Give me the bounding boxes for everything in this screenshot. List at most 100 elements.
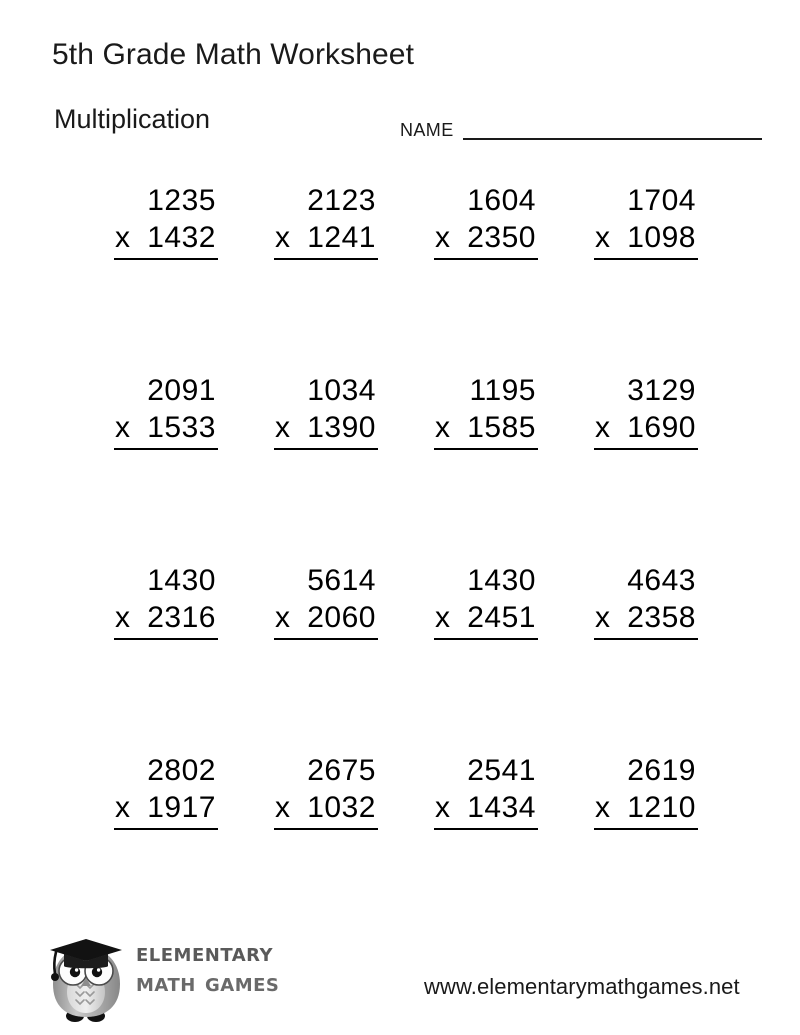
operand-top: 2123 xyxy=(307,184,376,217)
operand-top: 2091 xyxy=(147,374,216,407)
problem-cell: 1034 x 1390 xyxy=(246,372,406,562)
multiplication-operator: x xyxy=(435,791,451,824)
problem-cell: 1430 x 2451 xyxy=(406,562,566,752)
multiplication-operator: x xyxy=(435,221,451,254)
multiplication-problem[interactable]: 1604 x 2350 xyxy=(434,182,538,260)
brand-logo-line-1: Elementary xyxy=(136,938,274,967)
operand-bottom-line: x 2451 xyxy=(434,599,538,636)
operand-bottom: 1390 xyxy=(307,411,376,444)
multiplication-problem[interactable]: 2619 x 1210 xyxy=(594,752,698,830)
operand-bottom: 1032 xyxy=(307,791,376,824)
problem-cell: 5614 x 2060 xyxy=(246,562,406,752)
multiplication-operator: x xyxy=(435,411,451,444)
multiplication-problem[interactable]: 2675 x 1032 xyxy=(274,752,378,830)
operand-bottom-line: x 1585 xyxy=(434,409,538,446)
multiplication-problem[interactable]: 1430 x 2316 xyxy=(114,562,218,640)
multiplication-problem[interactable]: 1235 x 1432 xyxy=(114,182,218,260)
multiplication-problem[interactable]: 2123 x 1241 xyxy=(274,182,378,260)
name-label: NAME xyxy=(400,120,454,140)
name-write-in-line[interactable] xyxy=(462,138,762,140)
multiplication-operator: x xyxy=(115,411,131,444)
problem-cell: 2091 x 1533 xyxy=(86,372,246,562)
operand-top: 3129 xyxy=(627,374,696,407)
name-field-row: NAME xyxy=(400,112,762,142)
multiplication-problem[interactable]: 1430 x 2451 xyxy=(434,562,538,640)
operand-bottom-line: x 1032 xyxy=(274,789,378,826)
operand-bottom-line: x 1434 xyxy=(434,789,538,826)
footer-url[interactable]: www.elementarymathgames.net xyxy=(424,974,740,999)
problems-grid: 1235 x 1432 2123 x 1241 1604 x 2350 1704 x 1098 2091… xyxy=(86,182,726,942)
operand-bottom: 1098 xyxy=(627,221,696,254)
multiplication-problem[interactable]: 1195 x 1585 xyxy=(434,372,538,450)
owl-graduate-icon xyxy=(48,928,134,1024)
operand-bottom: 1533 xyxy=(147,411,216,444)
operand-bottom-line: x 1210 xyxy=(594,789,698,826)
operand-top: 5614 xyxy=(307,564,376,597)
problem-cell: 4643 x 2358 xyxy=(566,562,726,752)
multiplication-operator: x xyxy=(275,791,291,824)
operand-bottom-line: x 2358 xyxy=(594,599,698,636)
operand-bottom-line: x 1917 xyxy=(114,789,218,826)
brand-logo-text: Elementary Math Games xyxy=(136,940,316,995)
problem-row: 2091 x 1533 1034 x 1390 1195 x 1585 3129 x 1690 xyxy=(86,372,726,562)
operand-bottom: 2060 xyxy=(307,601,376,634)
problem-cell: 1235 x 1432 xyxy=(86,182,246,372)
operand-bottom: 1210 xyxy=(627,791,696,824)
multiplication-problem[interactable]: 5614 x 2060 xyxy=(274,562,378,640)
problem-row: 2802 x 1917 2675 x 1032 2541 x 1434 2619 x 1210 xyxy=(86,752,726,942)
operand-bottom-line: x 2316 xyxy=(114,599,218,636)
multiplication-operator: x xyxy=(435,601,451,634)
multiplication-problem[interactable]: 2091 x 1533 xyxy=(114,372,218,450)
operand-bottom-line: x 1432 xyxy=(114,219,218,256)
problem-cell: 2675 x 1032 xyxy=(246,752,406,942)
multiplication-problem[interactable]: 3129 x 1690 xyxy=(594,372,698,450)
multiplication-problem[interactable]: 1704 x 1098 xyxy=(594,182,698,260)
multiplication-operator: x xyxy=(115,791,131,824)
operand-bottom: 1432 xyxy=(147,221,216,254)
operand-bottom: 1917 xyxy=(147,791,216,824)
problem-row: 1235 x 1432 2123 x 1241 1604 x 2350 1704 x 1098 xyxy=(86,182,726,372)
operand-bottom: 2316 xyxy=(147,601,216,634)
problem-cell: 1430 x 2316 xyxy=(86,562,246,752)
multiplication-problem[interactable]: 4643 x 2358 xyxy=(594,562,698,640)
problem-cell: 2619 x 1210 xyxy=(566,752,726,942)
problem-cell: 2123 x 1241 xyxy=(246,182,406,372)
operand-bottom-line: x 1533 xyxy=(114,409,218,446)
multiplication-operator: x xyxy=(275,411,291,444)
multiplication-operator: x xyxy=(595,221,611,254)
multiplication-operator: x xyxy=(595,601,611,634)
operand-top: 2802 xyxy=(147,754,216,787)
operand-bottom-line: x 1098 xyxy=(594,219,698,256)
operand-bottom: 1585 xyxy=(467,411,536,444)
subject-title: Multiplication xyxy=(54,104,211,134)
multiplication-problem[interactable]: 2802 x 1917 xyxy=(114,752,218,830)
multiplication-operator: x xyxy=(275,601,291,634)
problem-cell: 1195 x 1585 xyxy=(406,372,566,562)
brand-logo: Elementary Math Games xyxy=(48,928,298,1026)
multiplication-problem[interactable]: 1034 x 1390 xyxy=(274,372,378,450)
operand-bottom-line: x 2060 xyxy=(274,599,378,636)
page-title: 5th Grade Math Worksheet xyxy=(52,38,415,71)
operand-bottom: 1434 xyxy=(467,791,536,824)
operand-top: 1195 xyxy=(469,374,536,407)
multiplication-problem[interactable]: 2541 x 1434 xyxy=(434,752,538,830)
operand-top: 1604 xyxy=(467,184,536,217)
multiplication-operator: x xyxy=(595,411,611,444)
multiplication-operator: x xyxy=(115,601,131,634)
operand-top: 2675 xyxy=(307,754,376,787)
multiplication-operator: x xyxy=(115,221,131,254)
operand-top: 2619 xyxy=(627,754,696,787)
problem-cell: 1704 x 1098 xyxy=(566,182,726,372)
problem-row: 1430 x 2316 5614 x 2060 1430 x 2451 4643 x 2358 xyxy=(86,562,726,752)
operand-bottom-line: x 1241 xyxy=(274,219,378,256)
operand-top: 4643 xyxy=(627,564,696,597)
multiplication-operator: x xyxy=(595,791,611,824)
problem-cell: 1604 x 2350 xyxy=(406,182,566,372)
brand-logo-line-2: Math Games xyxy=(136,968,280,997)
multiplication-operator: x xyxy=(275,221,291,254)
operand-top: 1430 xyxy=(467,564,536,597)
operand-top: 1430 xyxy=(147,564,216,597)
operand-bottom-line: x 1690 xyxy=(594,409,698,446)
operand-top: 2541 xyxy=(467,754,536,787)
